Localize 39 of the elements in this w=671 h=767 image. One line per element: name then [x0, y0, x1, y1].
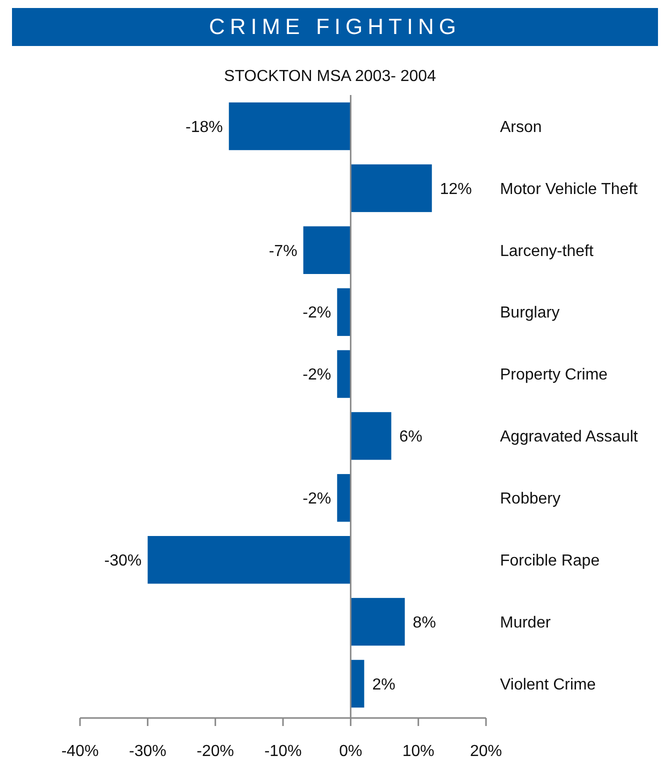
y-tick-label: Arson	[500, 118, 542, 136]
data-label: -2%	[302, 304, 332, 322]
x-tick-label: -20%	[196, 743, 234, 760]
y-tick-label: Forcible Rape	[500, 552, 600, 570]
bar	[337, 288, 351, 336]
bar	[148, 536, 351, 584]
bar	[303, 226, 351, 274]
bar	[337, 474, 351, 522]
bar	[350, 412, 392, 460]
x-tick-label: 0%	[339, 743, 362, 760]
bar	[228, 102, 351, 150]
data-label: 8%	[412, 614, 436, 632]
data-label: -30%	[104, 552, 142, 570]
x-tick-label: 20%	[470, 743, 502, 760]
data-label: -2%	[302, 490, 332, 508]
data-label: -2%	[302, 366, 332, 384]
data-label: -18%	[186, 118, 223, 136]
y-tick-label: Larceny-theft	[500, 242, 594, 260]
x-tick-label: -40%	[61, 743, 99, 760]
x-tick-label: 10%	[402, 743, 434, 760]
y-tick-label: Murder	[500, 614, 552, 632]
x-tick-label: -10%	[264, 743, 302, 760]
bar	[350, 598, 405, 646]
y-tick-label: Property Crime	[500, 366, 608, 384]
data-label: 12%	[440, 180, 472, 198]
data-label: 2%	[372, 676, 396, 694]
data-label: 6%	[399, 428, 422, 446]
bar	[350, 164, 432, 212]
y-tick-label: Motor Vehicle Theft	[500, 180, 638, 198]
y-tick-label: Burglary	[500, 304, 560, 322]
chart-title: CRIME FIGHTING	[208, 14, 462, 39]
bar	[350, 660, 364, 708]
data-label: -7%	[268, 242, 298, 260]
y-tick-label: Robbery	[500, 490, 560, 508]
chart-subtitle: STOCKTON MSA 2003- 2004	[224, 68, 436, 85]
y-tick-label: Violent Crime	[500, 676, 596, 694]
x-tick-label: -30%	[128, 743, 166, 760]
y-tick-label: Aggravated Assault	[500, 428, 638, 446]
bar	[337, 350, 351, 398]
